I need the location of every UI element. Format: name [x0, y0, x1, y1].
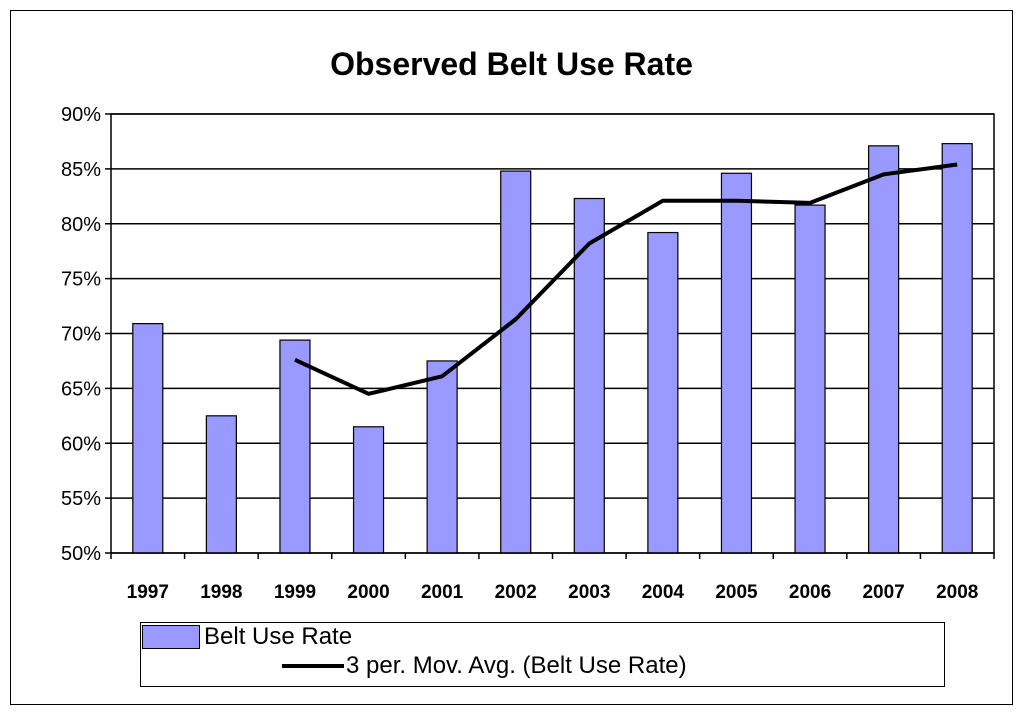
- bar: [279, 339, 311, 554]
- x-tick-label: 2001: [421, 582, 464, 603]
- legend-line-swatch: [282, 664, 344, 668]
- x-tick-label: 2004: [642, 582, 685, 603]
- y-tick-label: 60%: [61, 433, 101, 455]
- axes: [105, 113, 995, 559]
- y-tick-label: 50%: [61, 543, 101, 565]
- bar: [720, 172, 753, 554]
- x-tick-label: 1999: [274, 582, 316, 603]
- bar-series: [132, 143, 973, 554]
- bar: [352, 426, 385, 554]
- x-axis-ticks: 1997 1998 1999 2000 2001 2002 2003 2004 2005 2006…: [127, 582, 979, 603]
- legend-bar-label: Belt Use Rate: [204, 623, 353, 650]
- y-axis-ticks: 50% 55% 60% 65% 70% 75% 80% 85% 90%: [61, 104, 101, 565]
- moving-average-series: [294, 162, 958, 396]
- bar: [426, 360, 458, 554]
- x-tick-label: 2000: [347, 582, 389, 603]
- bar: [647, 231, 679, 554]
- bar: [868, 145, 900, 554]
- bar: [500, 170, 532, 554]
- x-tick-label: 2006: [789, 582, 831, 603]
- x-tick-label: 2007: [862, 582, 904, 603]
- x-tick-label: 2005: [715, 582, 758, 603]
- bar: [205, 415, 237, 554]
- y-tick-label: 90%: [61, 104, 101, 126]
- bar: [941, 143, 973, 554]
- x-tick-label: 1998: [200, 582, 242, 603]
- y-tick-label: 75%: [61, 269, 101, 291]
- legend-item-bar: Belt Use Rate: [142, 623, 353, 650]
- y-tick-label: 55%: [61, 488, 101, 510]
- bar: [794, 204, 826, 554]
- chart-frame: [10, 10, 1013, 705]
- y-tick-label: 65%: [61, 378, 101, 400]
- y-tick-label: 70%: [61, 324, 101, 346]
- legend-bar-swatch: [142, 625, 200, 649]
- x-tick-label: 2002: [495, 582, 537, 603]
- legend-line-label: 3 per. Mov. Avg. (Belt Use Rate): [346, 652, 687, 679]
- x-tick-label: 2008: [936, 582, 978, 603]
- chart-title: Observed Belt Use Rate: [330, 46, 693, 82]
- x-tick-label: 2003: [568, 582, 610, 603]
- legend: [140, 622, 945, 687]
- y-tick-label: 80%: [61, 214, 101, 236]
- gridlines: [111, 113, 994, 554]
- y-tick-label: 85%: [61, 159, 101, 181]
- legend-item-line: 3 per. Mov. Avg. (Belt Use Rate): [282, 652, 687, 679]
- moving-average-line: [294, 162, 958, 396]
- x-tick-label: 1997: [127, 582, 169, 603]
- bar: [132, 323, 164, 554]
